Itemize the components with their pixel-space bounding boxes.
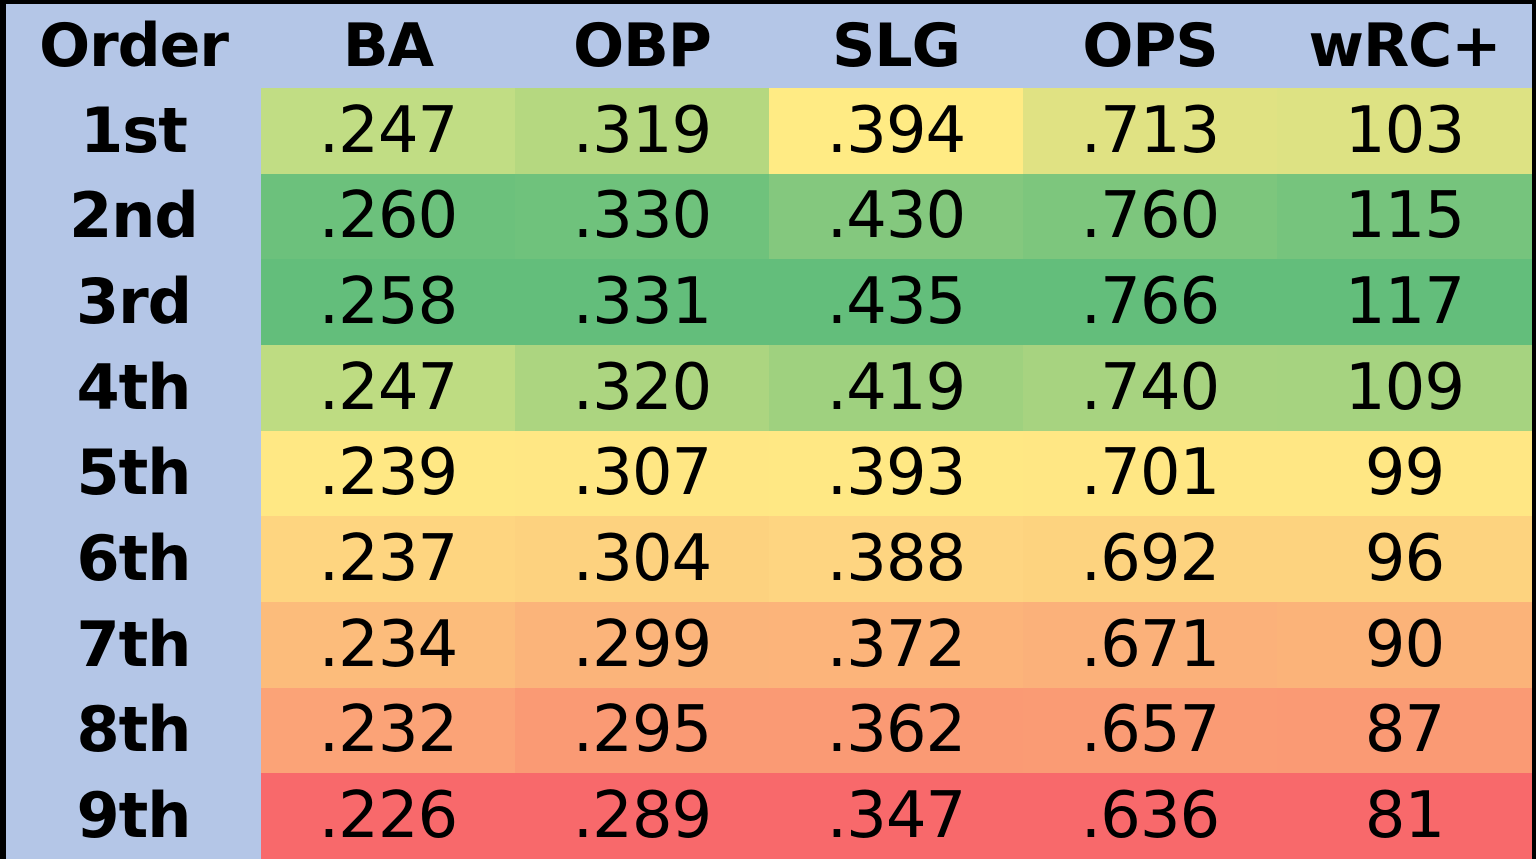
cell-wrc-plus-4th: 109 — [1277, 344, 1532, 431]
cell-slg-1st: .394 — [769, 88, 1023, 174]
cell-obp-6th: .304 — [515, 516, 769, 602]
table-row: 3rd .258.331.435.766 117 — [6, 259, 1532, 345]
cell-ops-5th: .701 — [1023, 430, 1277, 517]
cell-ba-5th: .239 — [261, 430, 515, 517]
table-row: 6th .237.304.388.692 96 — [6, 516, 1532, 602]
cell-ba-3rd: .258 — [261, 259, 515, 345]
row-header-order-1st: 1st — [6, 88, 261, 174]
cell-wrc-plus-2nd: 115 — [1277, 173, 1532, 260]
table-row: 4th .247.320.419.740 109 — [6, 344, 1532, 431]
row-header-order-7th: 7th — [6, 601, 261, 688]
table-row: 7th .234.299.372.671 90 — [6, 601, 1532, 688]
header-row: Order BA OBP SLG OPS wRC+ — [6, 4, 1532, 88]
cell-slg-7th: .372 — [769, 601, 1023, 688]
cell-slg-4th: .419 — [769, 344, 1023, 431]
cell-ba-4th: .247 — [261, 344, 515, 431]
column-header-ba: BA — [261, 4, 515, 88]
cell-wrc-plus-5th: 99 — [1277, 430, 1532, 517]
row-header-order-8th: 8th — [6, 687, 261, 774]
table-row: 9th .226.289.347.636 81 — [6, 773, 1532, 859]
cell-slg-3rd: .435 — [769, 259, 1023, 345]
row-header-order-2nd: 2nd — [6, 173, 261, 260]
table-row: 8th .232.295.362.657 87 — [6, 687, 1532, 774]
column-header-ops: OPS — [1023, 4, 1277, 88]
cell-ba-8th: .232 — [261, 687, 515, 774]
cell-slg-9th: .347 — [769, 773, 1023, 859]
cell-wrc-plus-9th: 81 — [1277, 773, 1532, 859]
row-header-order-6th: 6th — [6, 516, 261, 602]
batting-order-stats-table: Order BA OBP SLG OPS wRC+ 1st .247.319.39… — [6, 4, 1532, 859]
cell-slg-8th: .362 — [769, 687, 1023, 774]
table-row: 5th .239.307.393.701 99 — [6, 430, 1532, 517]
cell-ba-6th: .237 — [261, 516, 515, 602]
cell-slg-5th: .393 — [769, 430, 1023, 517]
cell-ops-6th: .692 — [1023, 516, 1277, 602]
cell-obp-4th: .320 — [515, 344, 769, 431]
cell-obp-2nd: .330 — [515, 173, 769, 260]
cell-obp-7th: .299 — [515, 601, 769, 688]
cell-slg-2nd: .430 — [769, 173, 1023, 260]
cell-wrc-plus-6th: 96 — [1277, 516, 1532, 602]
cell-ba-7th: .234 — [261, 601, 515, 688]
table-row: 1st .247.319.394.713 103 — [6, 88, 1532, 174]
cell-wrc-plus-7th: 90 — [1277, 601, 1532, 688]
cell-obp-3rd: .331 — [515, 259, 769, 345]
cell-ops-2nd: .760 — [1023, 173, 1277, 260]
cell-ops-4th: .740 — [1023, 344, 1277, 431]
column-header-wrc-plus: wRC+ — [1277, 4, 1532, 88]
cell-slg-6th: .388 — [769, 516, 1023, 602]
row-header-order-4th: 4th — [6, 344, 261, 431]
cell-ops-7th: .671 — [1023, 601, 1277, 688]
cell-wrc-plus-1st: 103 — [1277, 88, 1532, 174]
cell-ba-9th: .226 — [261, 773, 515, 859]
column-header-slg: SLG — [769, 4, 1023, 88]
cell-wrc-plus-3rd: 117 — [1277, 259, 1532, 345]
cell-ops-1st: .713 — [1023, 88, 1277, 174]
cell-ops-3rd: .766 — [1023, 259, 1277, 345]
table-body: 1st .247.319.394.713 103 2nd .260.330.430.76… — [6, 88, 1532, 859]
cell-wrc-plus-8th: 87 — [1277, 687, 1532, 774]
cell-ops-9th: .636 — [1023, 773, 1277, 859]
column-header-order: Order — [6, 4, 261, 88]
cell-obp-8th: .295 — [515, 687, 769, 774]
table-row: 2nd .260.330.430.760 115 — [6, 173, 1532, 260]
cell-ba-1st: .247 — [261, 88, 515, 174]
stats-table-frame: Order BA OBP SLG OPS wRC+ 1st .247.319.39… — [6, 4, 1532, 859]
cell-ba-2nd: .260 — [261, 173, 515, 260]
row-header-order-3rd: 3rd — [6, 259, 261, 345]
row-header-order-9th: 9th — [6, 773, 261, 859]
cell-obp-9th: .289 — [515, 773, 769, 859]
cell-obp-5th: .307 — [515, 430, 769, 517]
column-header-obp: OBP — [515, 4, 769, 88]
row-header-order-5th: 5th — [6, 430, 261, 517]
cell-ops-8th: .657 — [1023, 687, 1277, 774]
cell-obp-1st: .319 — [515, 88, 769, 174]
